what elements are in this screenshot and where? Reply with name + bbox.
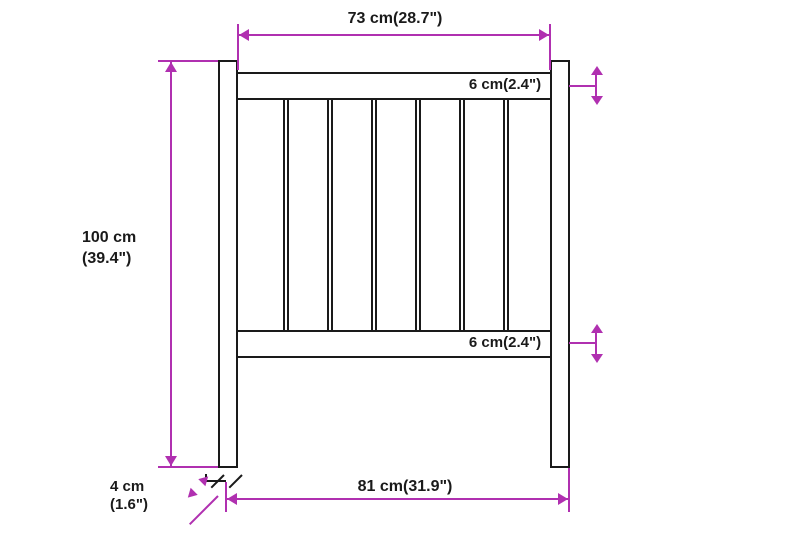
right-post-outer bbox=[568, 60, 570, 468]
dim-rail-top-arrow-up bbox=[591, 66, 603, 75]
dim-rail-top-arrow-dn bbox=[591, 96, 603, 105]
dim-top-arrow-l bbox=[239, 29, 249, 41]
dim-rail-bot-arrow-up bbox=[591, 324, 603, 333]
dim-rail-bot-line bbox=[569, 342, 597, 344]
slat-5-r bbox=[463, 100, 465, 330]
dim-top-line bbox=[239, 34, 549, 36]
left-post-inner bbox=[236, 60, 238, 468]
label-left-height-full: 100 cm(39.4") bbox=[82, 228, 172, 270]
label-bottom-width: 81 cm(31.9") bbox=[330, 478, 480, 496]
dim-top-arrow-r bbox=[539, 29, 549, 41]
dim-top-tick-r bbox=[549, 24, 551, 70]
dim-bot-tick-r bbox=[568, 468, 570, 512]
dim-bot-arrow-l bbox=[227, 493, 237, 505]
label-rail-top: 6 cm(2.4") bbox=[440, 76, 570, 93]
dim-rail-bot-arrow-dn bbox=[591, 354, 603, 363]
dimension-diagram: 73 cm(28.7") 6 cm(2.4") 6 cm(2.4") 100 1… bbox=[0, 0, 800, 533]
slat-2-l bbox=[327, 100, 329, 330]
right-post-inner bbox=[550, 60, 552, 468]
dim-rail-bot-t bbox=[595, 330, 597, 356]
slat-6-r bbox=[507, 100, 509, 330]
label-rail-bottom: 6 cm(2.4") bbox=[440, 334, 570, 351]
right-post-top bbox=[550, 60, 570, 62]
top-rail-upper bbox=[238, 72, 550, 74]
dim-bot-line bbox=[227, 498, 568, 500]
left-post-bottom bbox=[218, 466, 238, 468]
depth-diag-2 bbox=[229, 474, 243, 488]
slat-4-l bbox=[415, 100, 417, 330]
label-depth: 4 cm(1.6") bbox=[110, 478, 220, 514]
slat-2-r bbox=[331, 100, 333, 330]
slat-3-l bbox=[371, 100, 373, 330]
right-post-bottom bbox=[550, 466, 570, 468]
left-post-top bbox=[218, 60, 238, 62]
slat-3-r bbox=[375, 100, 377, 330]
slat-1-l bbox=[283, 100, 285, 330]
slat-5-l bbox=[459, 100, 461, 330]
bottom-rail-lower bbox=[238, 356, 550, 358]
dim-left-arrow-dn bbox=[165, 456, 177, 466]
slat-1-r bbox=[287, 100, 289, 330]
dim-rail-top-t bbox=[595, 72, 597, 98]
slat-6-l bbox=[503, 100, 505, 330]
bottom-rail-upper bbox=[238, 330, 550, 332]
left-post-outer bbox=[218, 60, 220, 468]
dim-bot-arrow-r bbox=[558, 493, 568, 505]
dim-left-tick-b bbox=[158, 466, 218, 468]
dim-left-arrow-up bbox=[165, 62, 177, 72]
slat-4-r bbox=[419, 100, 421, 330]
label-top-width: 73 cm(28.7") bbox=[320, 10, 470, 28]
dim-rail-top-line bbox=[569, 85, 597, 87]
